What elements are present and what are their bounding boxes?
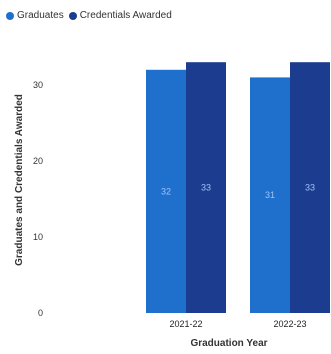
data-label: 33 — [201, 183, 211, 193]
legend-label-graduates: Graduates — [17, 10, 64, 21]
x-tick-label: 2021-22 — [169, 319, 202, 329]
legend-marker-credentials-awarded — [68, 11, 77, 20]
legend-item-credentials-awarded[interactable]: Credentials Awarded — [68, 10, 172, 21]
data-label: 33 — [305, 183, 315, 193]
legend-label-credentials-awarded: Credentials Awarded — [79, 10, 172, 21]
bar-credentials-awarded — [186, 62, 226, 314]
y-tick-label: 10 — [33, 232, 43, 242]
legend-item-graduates[interactable]: Graduates — [6, 10, 64, 21]
bar-graduates — [250, 77, 290, 314]
x-axis-label: Graduation Year — [190, 338, 267, 349]
y-tick-label: 0 — [38, 308, 43, 318]
bar-graduates — [146, 69, 186, 313]
y-axis-label: Graduates and Credentials Awarded — [14, 94, 25, 266]
x-tick-label: 2022-23 — [273, 319, 306, 329]
y-tick-label: 20 — [33, 156, 43, 166]
bar-credentials-awarded — [290, 62, 330, 314]
data-label: 32 — [161, 186, 171, 196]
legend: Graduates Credentials Awarded — [6, 10, 177, 21]
legend-marker-graduates — [6, 11, 14, 20]
data-label: 31 — [265, 190, 275, 200]
y-tick-label: 30 — [33, 80, 43, 90]
